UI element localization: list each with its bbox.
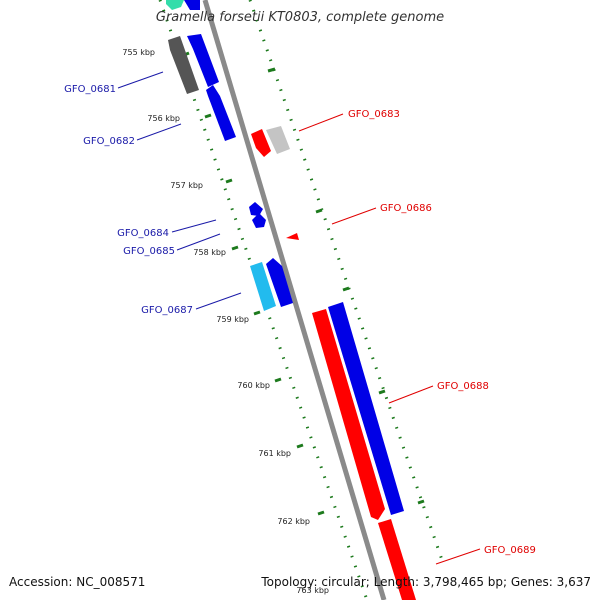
kbp-label: 757 kbp bbox=[170, 181, 203, 190]
outer-tick-track bbox=[158, 0, 369, 600]
gene-gfo-0689 bbox=[378, 519, 416, 600]
gene-gfo-0685 bbox=[252, 213, 266, 228]
gene-features bbox=[166, 0, 416, 600]
gene-label[interactable]: GFO_0682 bbox=[83, 136, 135, 147]
major-tick bbox=[231, 245, 239, 251]
genome-stats-text: Topology: circular; Length: 3,798,465 bp… bbox=[261, 575, 591, 589]
gene-gfo-0683-red bbox=[251, 129, 271, 157]
leader-gfo-0684 bbox=[171, 219, 217, 233]
major-tick bbox=[317, 510, 325, 516]
kbp-label: 758 kbp bbox=[193, 248, 226, 257]
gene-labels: GFO_0681 GFO_0682 GFO_0683 GFO_0684 GFO_… bbox=[64, 84, 536, 556]
major-tick bbox=[274, 377, 282, 383]
leader-gfo-0681 bbox=[117, 71, 164, 89]
genome-title: Gramella forsetii KT0803, complete genom… bbox=[155, 10, 445, 25]
gene-label[interactable]: GFO_0687 bbox=[141, 305, 193, 316]
major-ticks bbox=[183, 51, 425, 516]
inner-major-tick bbox=[342, 286, 350, 292]
gene-gfo-0682 bbox=[206, 85, 236, 141]
gene-label[interactable]: GFO_0685 bbox=[123, 246, 175, 257]
kbp-label: 761 kbp bbox=[258, 449, 291, 458]
gene-top-teal bbox=[166, 0, 184, 10]
major-tick bbox=[253, 310, 261, 316]
major-tick bbox=[204, 113, 212, 119]
gene-label[interactable]: GFO_0688 bbox=[437, 381, 489, 392]
gene-gfo-0688-blue bbox=[328, 302, 404, 515]
major-tick bbox=[225, 178, 233, 184]
gene-gfo-0681-gray bbox=[168, 36, 199, 94]
gene-label[interactable]: GFO_0684 bbox=[117, 228, 169, 239]
gene-top-blue bbox=[184, 0, 200, 10]
leader-gfo-0686 bbox=[331, 207, 377, 225]
gene-gfo-0686 bbox=[286, 233, 299, 240]
genome-backbone bbox=[202, 0, 387, 600]
kbp-label-partial: 763 kbp bbox=[296, 586, 329, 595]
kbp-label: 756 kbp bbox=[147, 114, 180, 123]
gene-gfo-0683-gray bbox=[266, 126, 290, 154]
leader-gfo-0687 bbox=[195, 292, 242, 310]
kbp-label: 762 kbp bbox=[277, 517, 310, 526]
gene-label[interactable]: GFO_0686 bbox=[380, 203, 432, 214]
inner-major-tick bbox=[267, 67, 276, 73]
gene-gfo-0681-blue bbox=[187, 34, 219, 87]
gene-label[interactable]: GFO_0689 bbox=[484, 545, 536, 556]
leader-gfo-0683 bbox=[298, 113, 344, 132]
kbp-label: 760 kbp bbox=[237, 381, 270, 390]
accession-text: Accession: NC_008571 bbox=[9, 575, 146, 589]
inner-major-tick bbox=[315, 208, 323, 214]
leader-gfo-0688 bbox=[388, 385, 434, 404]
gene-label[interactable]: GFO_0681 bbox=[64, 84, 116, 95]
leader-gfo-0689 bbox=[435, 548, 481, 565]
inner-major-tick bbox=[417, 499, 425, 505]
kbp-label: 755 kbp bbox=[122, 48, 155, 57]
kbp-labels: 755 kbp 756 kbp 757 kbp 758 kbp 759 kbp … bbox=[122, 48, 329, 595]
gene-gfo-0687-cyan bbox=[250, 262, 276, 311]
leader-lines bbox=[117, 71, 481, 565]
leader-gfo-0682 bbox=[136, 123, 182, 141]
inner-major-tick bbox=[378, 389, 386, 395]
gene-gfo-0687-blue bbox=[266, 258, 293, 307]
gene-gfo-0688-red bbox=[312, 309, 385, 520]
gene-gfo-0684 bbox=[249, 202, 263, 216]
gene-label[interactable]: GFO_0683 bbox=[348, 109, 400, 120]
kbp-label: 759 kbp bbox=[216, 315, 249, 324]
leader-gfo-0685 bbox=[176, 233, 221, 251]
major-tick bbox=[296, 443, 304, 449]
